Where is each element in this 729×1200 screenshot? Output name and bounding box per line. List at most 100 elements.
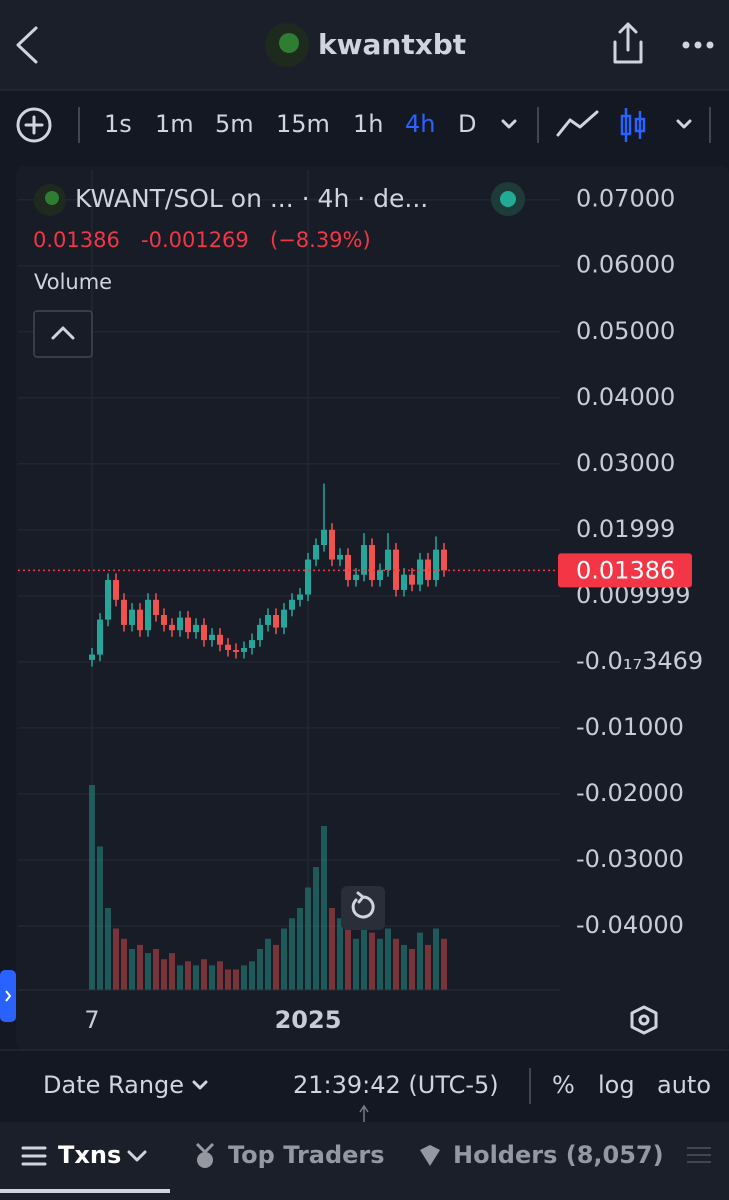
candle-body xyxy=(409,574,415,585)
candle-body xyxy=(417,559,423,585)
volume-bar xyxy=(321,826,327,990)
interval-button[interactable]: 4h xyxy=(405,110,435,138)
volume-bar xyxy=(305,887,311,990)
add-icon xyxy=(24,115,44,135)
y-tick-label: 0.03000 xyxy=(576,449,675,477)
side-tab[interactable] xyxy=(0,970,16,1022)
candle-body xyxy=(145,599,151,631)
volume-label: Volume xyxy=(34,270,112,294)
interval-button[interactable]: D xyxy=(458,110,476,138)
y-tick-label: -0.0₁₇3469 xyxy=(576,647,703,675)
add-indicator[interactable] xyxy=(16,107,52,143)
candle-body xyxy=(129,609,135,625)
interval-button[interactable]: 1s xyxy=(104,110,132,138)
candle-body xyxy=(289,599,295,610)
volume-bar xyxy=(241,965,247,990)
collapse-button[interactable] xyxy=(33,310,93,358)
auto-toggle[interactable]: auto xyxy=(657,1071,711,1099)
legend-last: 0.01386 xyxy=(33,228,120,252)
volume-bar xyxy=(281,928,287,990)
candle-body xyxy=(169,624,175,631)
candle-body xyxy=(193,624,199,633)
candle-body xyxy=(137,609,143,631)
date-range-button[interactable]: Date Range xyxy=(43,1071,184,1099)
candle-body xyxy=(177,617,183,631)
chart-panel xyxy=(16,166,729,1050)
volume-bar xyxy=(337,918,343,990)
candle-body xyxy=(209,634,215,641)
volume-bar xyxy=(169,953,175,990)
volume-bar xyxy=(417,932,423,990)
candle-body xyxy=(105,580,111,620)
header-bar xyxy=(0,0,729,90)
symbol-avatar-mark xyxy=(45,191,59,205)
candle-body xyxy=(441,549,447,571)
log-toggle[interactable]: log xyxy=(598,1071,635,1099)
candle-body xyxy=(281,609,287,628)
volume-bar xyxy=(433,928,439,990)
volume-bar xyxy=(217,961,223,990)
share-arrow xyxy=(618,22,638,52)
candle-body xyxy=(361,545,367,575)
reset-button[interactable] xyxy=(341,886,385,930)
tab-top-traders[interactable]: Top Traders xyxy=(228,1141,385,1169)
candle-body xyxy=(249,640,255,649)
candle-body xyxy=(313,545,319,560)
back-button[interactable] xyxy=(16,26,38,64)
candle-body xyxy=(97,619,103,655)
y-tick-label: 0.01999 xyxy=(576,515,675,543)
tab-txns[interactable]: Txns xyxy=(58,1141,121,1169)
candle-body xyxy=(377,570,383,580)
volume-bar xyxy=(369,932,375,990)
legend-change: -0.001269 xyxy=(141,228,249,252)
dot xyxy=(682,41,690,49)
x-tick-label: 7 xyxy=(84,1006,99,1034)
interval-button[interactable]: 1h xyxy=(353,110,383,138)
x-tick-label: 2025 xyxy=(275,1006,342,1034)
txns-chevron xyxy=(127,1150,147,1162)
candle-body xyxy=(217,634,223,645)
candle-body xyxy=(113,580,119,600)
y-tick-label: -0.01000 xyxy=(576,713,684,741)
percent-toggle[interactable]: % xyxy=(552,1071,575,1099)
candle-body xyxy=(305,559,311,595)
header-title: kwantxbt xyxy=(318,28,466,61)
y-tick-label: 0.07000 xyxy=(576,185,675,213)
interval-button[interactable]: 5m xyxy=(215,110,254,138)
candle-chart-button[interactable] xyxy=(620,108,646,142)
line-chart-button[interactable] xyxy=(556,110,599,137)
volume-bar xyxy=(129,949,135,990)
symbol-title: KWANT/SOL on ... · 4h · de... xyxy=(75,184,428,213)
volume-bar xyxy=(385,928,391,990)
tab-holders[interactable]: Holders (8,057) xyxy=(453,1141,664,1169)
settings-icon xyxy=(638,1014,650,1026)
volume-bar xyxy=(153,949,159,990)
date-range-chevron xyxy=(192,1080,208,1090)
volume-bar xyxy=(97,846,103,990)
share-button[interactable] xyxy=(613,22,643,64)
interval-group: 1s 1m 5m 15m 1h 4h D xyxy=(104,110,476,138)
chart-type-dropdown[interactable] xyxy=(676,119,692,129)
more-tabs[interactable] xyxy=(687,1147,711,1163)
volume-bar xyxy=(273,944,279,990)
volume-bar xyxy=(289,918,295,990)
candle-body xyxy=(225,644,231,650)
candle-body xyxy=(241,648,247,652)
volume-bar xyxy=(137,944,143,990)
top-traders-icon xyxy=(197,1152,213,1168)
candle-body xyxy=(401,574,407,590)
more-button[interactable] xyxy=(682,41,714,49)
candle-body xyxy=(201,624,207,641)
volume-bar xyxy=(345,928,351,990)
settings-button[interactable] xyxy=(630,1005,658,1035)
interval-button[interactable]: 15m xyxy=(276,110,330,138)
volume-bar xyxy=(425,944,431,990)
volume-bar xyxy=(113,928,119,990)
y-tick-label: -0.02000 xyxy=(576,779,684,807)
candle-body xyxy=(297,594,303,600)
interval-button[interactable]: 1m xyxy=(155,110,194,138)
interval-dropdown[interactable] xyxy=(501,119,517,129)
volume-bar xyxy=(393,938,399,990)
